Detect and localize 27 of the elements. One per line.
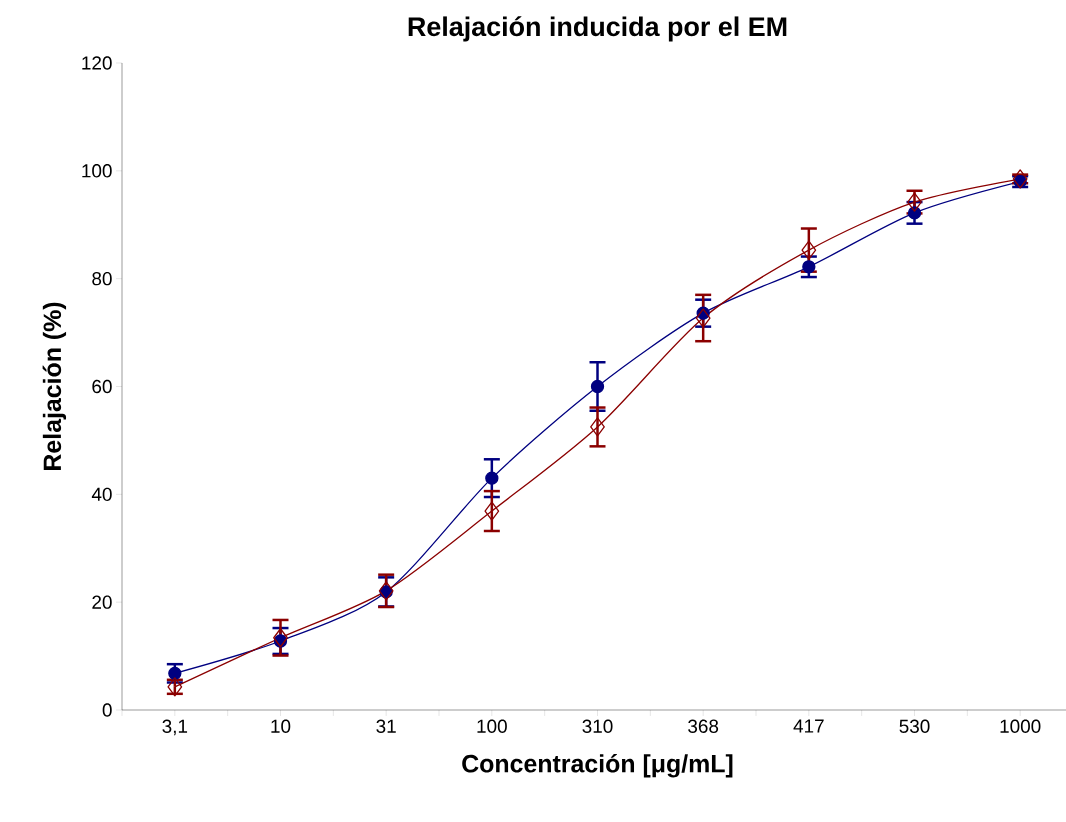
y-tick-label: 120 bbox=[82, 56, 112, 70]
x-tick-label: 530 bbox=[899, 719, 930, 733]
y-axis-title: Relajación (%) bbox=[42, 302, 67, 470]
y-tick-label: 80 bbox=[92, 271, 112, 286]
chart-title: Relajación inducida por el EM bbox=[408, 16, 787, 42]
point bbox=[590, 417, 605, 437]
point bbox=[378, 581, 394, 601]
x-tick-label: 10 bbox=[271, 719, 291, 733]
point bbox=[802, 260, 816, 274]
x-tick-label: 310 bbox=[582, 719, 613, 733]
x-tick-label: 417 bbox=[793, 719, 824, 733]
y-tick-label: 20 bbox=[92, 595, 112, 609]
y-tick-label: 40 bbox=[91, 487, 112, 502]
x-tick-label: 100 bbox=[477, 719, 507, 733]
point bbox=[801, 240, 817, 260]
y-tick-label: 60 bbox=[92, 379, 112, 394]
point bbox=[484, 501, 500, 521]
x-tick-label: 1000 bbox=[1000, 719, 1041, 733]
x-axis-title: Concentración [μg/mL] bbox=[462, 754, 733, 778]
y-tick-label: 100 bbox=[82, 164, 112, 178]
x-tick-label: 3,1 bbox=[162, 719, 188, 736]
y-tick-label: 0 bbox=[102, 703, 112, 717]
point bbox=[590, 379, 605, 394]
x-tick-label: 368 bbox=[688, 719, 719, 733]
x-tick-label: 31 bbox=[376, 719, 396, 733]
point bbox=[485, 471, 499, 485]
point bbox=[1012, 169, 1028, 189]
